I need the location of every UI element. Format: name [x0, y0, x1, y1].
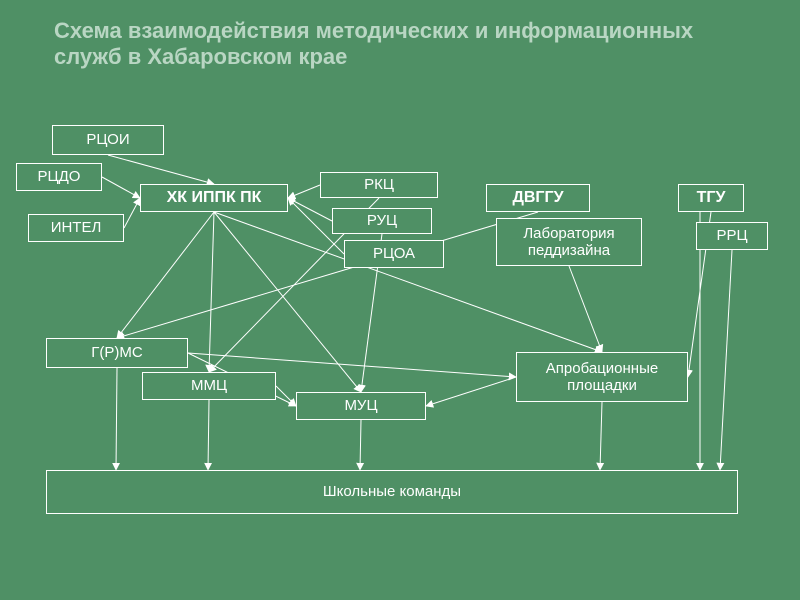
edge-muc-school: [360, 420, 361, 470]
edge-hkippk-muc: [214, 212, 361, 392]
node-dvggu: ДВГГУ: [486, 184, 590, 212]
edge-mmc-school: [208, 400, 209, 470]
node-lab: Лабораторияпеддизайна: [496, 218, 642, 266]
node-hkippk: ХК ИППК ПК: [140, 184, 288, 212]
edge-rcoi-hkippk: [108, 155, 214, 184]
edge-hkippk-grms: [117, 212, 214, 338]
diagram-stage: Схема взаимодействия методических и инфо…: [0, 0, 800, 600]
node-intel: ИНТЕЛ: [28, 214, 124, 242]
node-rcdo: РЦДО: [16, 163, 102, 191]
node-muc: МУЦ: [296, 392, 426, 420]
edge-intel-hkippk: [124, 198, 140, 228]
page-title: Схема взаимодействия методических и инфо…: [54, 18, 714, 70]
edge-mmc-muc: [276, 386, 296, 406]
edge-lab-aprob: [569, 266, 602, 352]
node-mmc: ММЦ: [142, 372, 276, 400]
node-aprob: Апробационныеплощадки: [516, 352, 688, 402]
node-rcoa: РЦОА: [344, 240, 444, 268]
node-ruc: РУЦ: [332, 208, 432, 234]
edge-rkc-hkippk: [288, 185, 320, 198]
node-tgu: ТГУ: [678, 184, 744, 212]
edge-dvggu-grms: [117, 212, 538, 338]
edge-rcdo-hkippk: [102, 177, 140, 198]
edge-ruc-hkippk: [288, 198, 332, 221]
node-rkc: РКЦ: [320, 172, 438, 198]
edge-grms-school: [116, 368, 117, 470]
node-school: Школьные команды: [46, 470, 738, 514]
node-grms: Г(Р)МС: [46, 338, 188, 368]
edge-aprob-school: [600, 402, 602, 470]
edge-hkippk-mmc: [209, 212, 214, 372]
edge-aprob-muc: [426, 377, 516, 406]
edge-rrc-school: [720, 250, 732, 470]
node-rcoi: РЦОИ: [52, 125, 164, 155]
node-rrc: РРЦ: [696, 222, 768, 250]
